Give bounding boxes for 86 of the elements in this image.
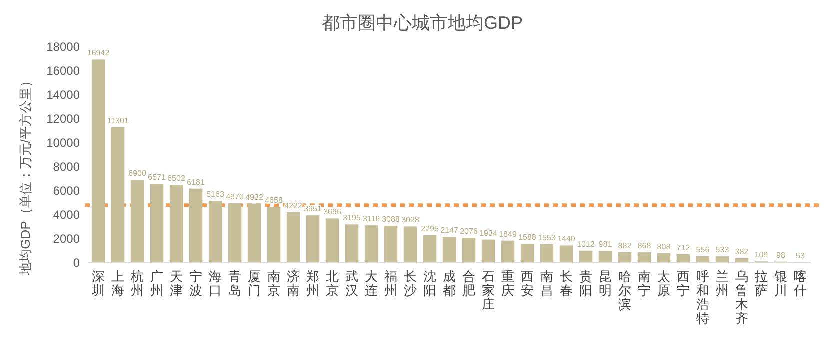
- x-tick-label: 宁波: [190, 269, 203, 298]
- data-label: 1553: [538, 233, 556, 242]
- data-label: 556: [696, 245, 710, 254]
- data-label: 1588: [518, 232, 537, 242]
- data-label: 868: [638, 242, 652, 251]
- x-tick-label: 大连: [365, 269, 378, 298]
- x-tick-label: 长沙: [404, 269, 418, 298]
- data-label: 712: [676, 243, 691, 252]
- x-tick-label: 南京: [268, 269, 281, 298]
- data-label: 2076: [460, 227, 478, 236]
- data-label: 4932: [246, 192, 264, 202]
- x-tick-label: 上海: [112, 269, 125, 298]
- data-label: 4222: [284, 201, 303, 210]
- x-tick-label: 长春: [560, 269, 573, 298]
- data-label: 5163: [206, 190, 225, 200]
- x-tick-label: 广州: [150, 269, 164, 298]
- data-label: 3028: [402, 216, 420, 225]
- x-tick-label: 重庆: [501, 269, 514, 298]
- x-tick-label: 兰州: [716, 269, 729, 298]
- y-tick-label: 2000: [53, 232, 80, 246]
- x-tick-label: 拉萨: [754, 269, 768, 298]
- x-tick-label: 喀什: [792, 269, 807, 298]
- x-tick-label: 南昌: [540, 269, 554, 298]
- data-label: 1849: [499, 230, 518, 239]
- chart-title: 都市圈中心城市地均GDP: [322, 13, 524, 33]
- data-label: 382: [735, 247, 750, 256]
- x-tick-label: 杭州: [130, 269, 144, 298]
- x-tick-label: 深圳: [91, 269, 106, 298]
- data-label: 3116: [362, 214, 381, 224]
- data-label: 6571: [148, 173, 166, 182]
- y-tick-label: 8000: [53, 160, 80, 174]
- data-label: 808: [657, 242, 672, 252]
- x-tick-label: 成都: [443, 269, 456, 298]
- y-tick-label: 0: [73, 256, 80, 270]
- x-tick-label: 沈阳: [424, 269, 436, 298]
- data-label: 3195: [343, 214, 362, 223]
- data-label: 109: [754, 250, 769, 260]
- data-label: 11301: [107, 116, 130, 126]
- data-label: 2295: [421, 224, 440, 234]
- y-tick-label: 14000: [46, 88, 80, 102]
- x-tick-label: 南宁: [638, 269, 651, 298]
- data-label: 981: [598, 240, 613, 250]
- x-tick-label: 福州: [384, 269, 398, 298]
- x-tick-label: 西安: [520, 269, 534, 298]
- x-tick-label: 青岛: [228, 269, 242, 298]
- data-label: 6900: [128, 169, 147, 178]
- x-tick-label: 北京: [326, 269, 340, 298]
- x-tick-label: 昆明: [598, 269, 612, 298]
- data-label: 53: [796, 251, 806, 260]
- x-tick-label: 海口: [209, 269, 222, 298]
- x-tick-label: 石家庄: [482, 269, 495, 312]
- y-tick-label: 12000: [46, 112, 80, 126]
- x-tick-label: 太原: [657, 269, 670, 298]
- data-label: 2147: [440, 226, 459, 236]
- x-tick-label: 银川: [773, 269, 788, 298]
- x-tick-label: 乌鲁木齐: [735, 269, 748, 326]
- data-label: 1440: [558, 234, 576, 244]
- data-label: 4658: [265, 196, 284, 206]
- x-tick-label: 哈尔滨: [618, 269, 632, 312]
- data-label: 3696: [324, 208, 342, 217]
- x-tick-label: 武汉: [346, 269, 359, 298]
- x-tick-label: 贵阳: [579, 269, 592, 298]
- y-tick-label: 6000: [53, 184, 80, 198]
- data-label: 98: [776, 250, 786, 260]
- data-label: 1934: [480, 228, 498, 238]
- x-tick-label: 西宁: [676, 269, 690, 298]
- data-label: 6502: [168, 174, 186, 183]
- y-tick-label: 18000: [46, 40, 80, 54]
- x-tick-label: 天津: [170, 269, 184, 298]
- y-tick-label: 16000: [46, 64, 80, 78]
- data-label: 4970: [226, 192, 244, 202]
- x-tick-label: 厦门: [248, 269, 262, 298]
- data-label: 6181: [187, 178, 206, 187]
- x-tick-label: 济南: [287, 269, 300, 298]
- y-tick-label: 4000: [53, 208, 80, 222]
- data-label: 3951: [304, 204, 322, 214]
- x-tick-label: 郑州: [306, 269, 320, 298]
- data-label: 882: [618, 241, 632, 250]
- y-axis-title: 地均GDP（单位：万元/平方公里）: [18, 74, 33, 276]
- data-label: 533: [716, 246, 730, 255]
- y-tick-label: 10000: [46, 136, 80, 150]
- data-label: 16942: [87, 48, 110, 58]
- data-label: 1012: [577, 240, 596, 249]
- x-tick-label: 呼和浩特: [696, 269, 710, 326]
- data-label: 3088: [382, 214, 400, 224]
- x-tick-label: 合肥: [462, 269, 476, 298]
